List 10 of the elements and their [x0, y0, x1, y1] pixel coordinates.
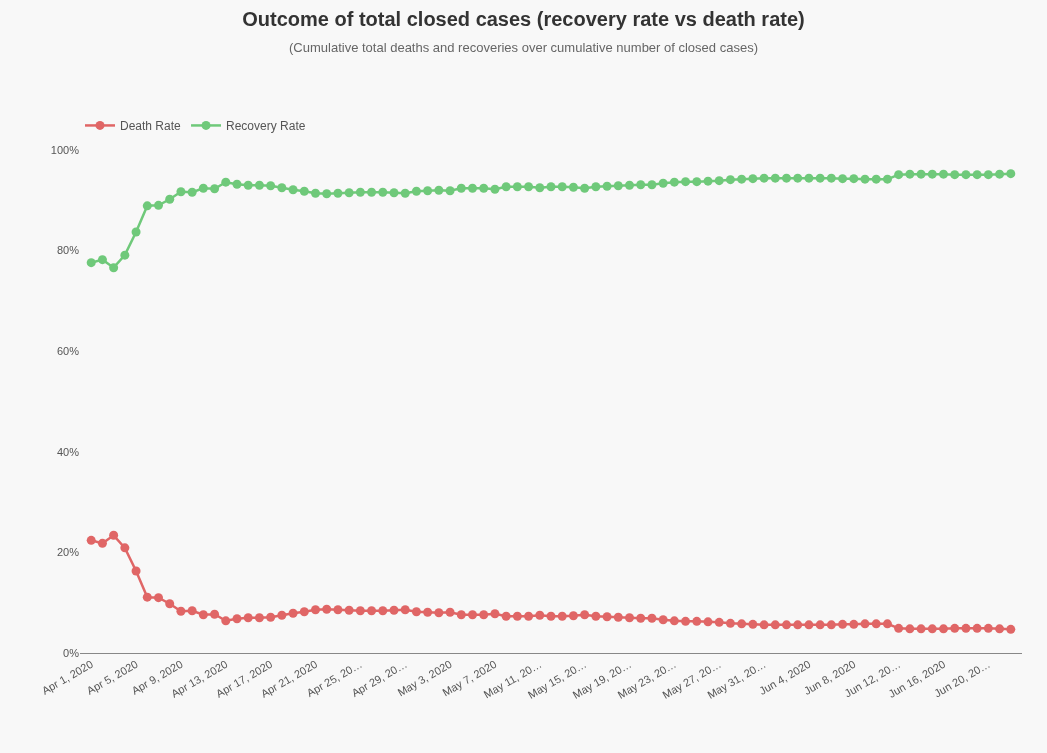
- chart-title: Outcome of total closed cases (recovery rate vs death rate): [242, 8, 805, 31]
- chart-subtitle: (Cumulative total deaths and recoveries over cumulative number of closed cases): [289, 40, 758, 56]
- legend-label: Recovery Rate: [226, 119, 306, 134]
- y-tick-label: 0%: [63, 646, 80, 659]
- y-tick-label: 100%: [50, 143, 80, 156]
- y-tick-label: 80%: [56, 244, 80, 257]
- y-tick-label: 40%: [56, 445, 80, 458]
- y-tick-label: 20%: [56, 546, 80, 559]
- y-tick-label: 60%: [56, 345, 80, 358]
- legend-label: Death Rate: [120, 119, 182, 134]
